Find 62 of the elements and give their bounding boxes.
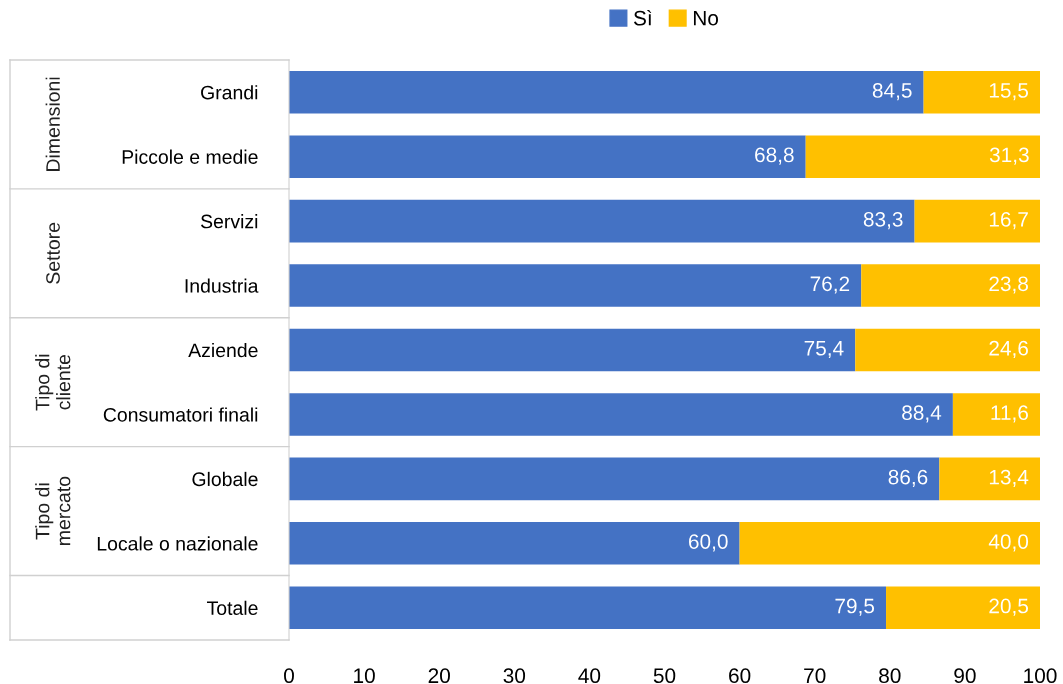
data-label: 86,6 bbox=[888, 469, 928, 487]
x-tick-label: 30 bbox=[503, 668, 526, 684]
bar bbox=[855, 328, 1040, 372]
y-tick-label: Piccole e medie bbox=[122, 149, 258, 164]
text: Tipo di cliente bbox=[35, 354, 71, 411]
y-tick-label: Servizi bbox=[200, 214, 258, 229]
text: Tipo di mercato bbox=[35, 476, 71, 545]
data-label: 79,5 bbox=[835, 598, 875, 616]
bar bbox=[289, 393, 953, 436]
x-tick-label: 60 bbox=[729, 668, 751, 684]
bar bbox=[289, 586, 887, 630]
data-label: 75,4 bbox=[804, 341, 844, 359]
bar bbox=[289, 135, 806, 178]
x-tick-label: 0 bbox=[284, 668, 294, 684]
y-tick-label: Locale o nazionale bbox=[97, 536, 258, 551]
data-label: 68,8 bbox=[755, 147, 794, 165]
text: Settore bbox=[46, 222, 60, 284]
data-label: 83,3 bbox=[863, 211, 903, 230]
text: Dimensioni bbox=[45, 77, 60, 171]
bar bbox=[289, 328, 856, 372]
y-tick-label: Industria bbox=[185, 278, 259, 293]
y-tick-label: Aziende bbox=[188, 342, 258, 358]
data-label: 40,0 bbox=[988, 534, 1029, 552]
y-tick-label: Globale bbox=[192, 471, 258, 487]
legend-label: No bbox=[693, 10, 719, 26]
bar bbox=[289, 457, 940, 501]
bar bbox=[861, 264, 1040, 307]
data-label: 13,4 bbox=[989, 469, 1029, 487]
bar bbox=[923, 70, 1040, 114]
data-label: 24,6 bbox=[989, 340, 1028, 359]
x-tick-label: 70 bbox=[804, 668, 826, 684]
data-label: 16,7 bbox=[989, 211, 1028, 230]
data-label: 11,6 bbox=[991, 405, 1028, 423]
data-label: 15,5 bbox=[989, 83, 1029, 101]
bar bbox=[952, 393, 1040, 436]
x-tick-label: 10 bbox=[354, 668, 375, 684]
bar bbox=[886, 586, 1040, 630]
data-label: 31,3 bbox=[989, 147, 1029, 165]
bar bbox=[289, 70, 924, 114]
bar bbox=[939, 457, 1040, 501]
bar bbox=[289, 264, 862, 307]
data-label: 20,5 bbox=[989, 598, 1029, 616]
bar bbox=[289, 522, 740, 565]
legend-label: Sì bbox=[633, 9, 652, 26]
y-tick-label: Grandi bbox=[201, 85, 258, 100]
data-label: 23,8 bbox=[989, 276, 1028, 294]
data-label: 60,0 bbox=[689, 534, 728, 552]
data-label: 88,4 bbox=[902, 405, 942, 423]
data-label: 84,5 bbox=[872, 83, 912, 101]
x-tick-label: 80 bbox=[879, 668, 901, 684]
bar bbox=[914, 199, 1040, 243]
data-label: 76,2 bbox=[810, 276, 850, 294]
y-tick-label: Consumatori finali bbox=[103, 407, 258, 422]
bar bbox=[289, 199, 915, 243]
bar bbox=[739, 522, 1040, 565]
bar bbox=[805, 135, 1040, 178]
x-tick-label: 40 bbox=[578, 668, 601, 684]
y-tick-label: Totale bbox=[207, 600, 258, 616]
x-tick-label: 100 bbox=[1024, 668, 1057, 684]
x-tick-label: 20 bbox=[428, 668, 450, 684]
x-tick-label: 50 bbox=[653, 668, 676, 684]
x-tick-label: 90 bbox=[954, 668, 976, 684]
